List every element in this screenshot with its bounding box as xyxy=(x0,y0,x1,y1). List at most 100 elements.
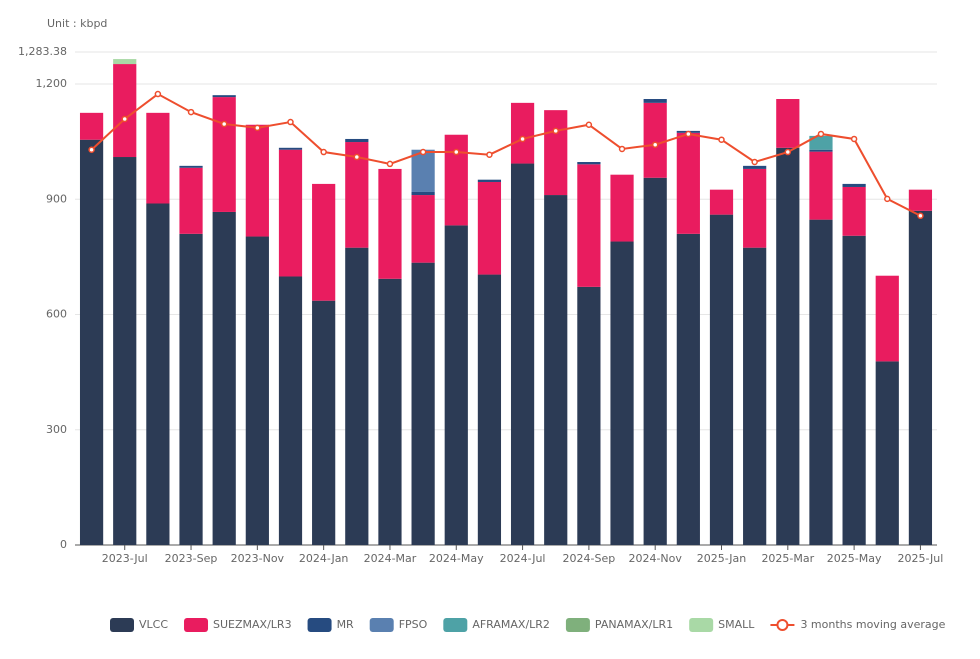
bar-segment xyxy=(444,225,468,545)
line-point xyxy=(784,148,792,156)
legend-swatch xyxy=(776,619,789,631)
legend-swatch xyxy=(110,618,134,632)
bar-segment xyxy=(610,174,634,242)
line-point xyxy=(585,121,593,128)
line-point xyxy=(386,160,394,168)
bar-segment xyxy=(743,247,767,545)
bar-segment xyxy=(676,132,700,234)
line-point xyxy=(254,124,261,132)
bar-segment xyxy=(809,135,833,150)
bar-segment xyxy=(278,276,303,545)
y-tick-label: 300 xyxy=(46,423,67,436)
bar-segment xyxy=(510,163,535,545)
line-point xyxy=(154,90,162,98)
bar-segment xyxy=(709,214,734,545)
bar-segment xyxy=(312,183,336,301)
bar-segment xyxy=(809,219,833,545)
x-tick-label: 2023-Sep xyxy=(165,552,218,565)
bar-segment xyxy=(577,164,601,287)
bar-segment xyxy=(477,274,502,545)
bar-segment xyxy=(842,235,866,545)
line-point xyxy=(220,120,228,128)
legend-label: SUEZMAX/LR3 xyxy=(213,618,292,631)
x-tick-label: 2025-Mar xyxy=(761,552,814,565)
legend-label: AFRAMAX/LR2 xyxy=(472,618,550,631)
bar-segment xyxy=(79,112,104,140)
y-tick-label: 1,200 xyxy=(36,77,68,90)
x-tick-label: 2023-Nov xyxy=(231,552,285,565)
bar-segment xyxy=(544,110,568,196)
line-point xyxy=(651,141,659,148)
bar-segment xyxy=(842,186,866,236)
bar-segment xyxy=(875,361,899,545)
bar-segment xyxy=(411,262,435,545)
legend-label: MR xyxy=(337,618,354,631)
line-point xyxy=(88,146,95,153)
legend-swatch xyxy=(689,618,714,632)
x-tick-label: 2024-Jan xyxy=(299,552,349,565)
line-point xyxy=(685,130,692,138)
bar-segment xyxy=(378,168,402,279)
x-tick-label: 2024-Jul xyxy=(500,552,546,565)
line-point xyxy=(320,148,327,156)
line-point xyxy=(718,136,725,143)
bar-segment xyxy=(643,99,667,103)
bar-segment xyxy=(146,112,170,204)
bar-segment xyxy=(743,168,767,248)
bar-segment xyxy=(776,147,800,545)
legend-label: PANAMAX/LR1 xyxy=(595,618,673,631)
line-point xyxy=(552,127,559,135)
bar-segment xyxy=(842,183,866,187)
legend-label: FPSO xyxy=(399,618,428,631)
bar-segment xyxy=(245,236,269,546)
bar-segment xyxy=(709,189,734,215)
bar-segment xyxy=(776,99,800,148)
x-tick-label: 2024-Sep xyxy=(563,552,616,565)
line-point xyxy=(884,195,891,203)
legend-label: SMALL xyxy=(718,618,755,631)
bar-segment xyxy=(510,102,535,164)
line-point xyxy=(751,158,758,166)
line-point xyxy=(850,135,858,143)
line-point xyxy=(353,153,361,161)
bar-segment xyxy=(345,142,369,248)
y-tick-label: 900 xyxy=(46,192,67,205)
line-point xyxy=(419,148,427,156)
x-tick-label: 2024-Nov xyxy=(628,552,682,565)
bar-segment xyxy=(809,149,833,152)
legend-swatch xyxy=(565,618,590,632)
y-tick-label: 0 xyxy=(60,538,67,551)
bar-segment xyxy=(743,165,767,169)
line-point xyxy=(618,145,626,153)
y-tick-label: 1,283.38 xyxy=(18,45,67,58)
bar-segment xyxy=(312,300,336,545)
bar-segment xyxy=(278,147,303,150)
bar-segment xyxy=(378,278,402,545)
legend-label: 3 months moving average xyxy=(800,618,945,631)
bar-segment xyxy=(411,195,435,263)
bar-segment xyxy=(411,149,435,192)
bar-segment xyxy=(477,181,502,275)
line-point xyxy=(121,115,128,123)
bar-segment xyxy=(577,162,601,165)
line-point xyxy=(817,130,825,138)
legend-swatch xyxy=(184,618,209,632)
line-point xyxy=(519,135,526,143)
x-tick-label: 2025-May xyxy=(827,552,882,565)
moving-average-line xyxy=(90,92,921,217)
bar-segment xyxy=(146,203,170,546)
line-point xyxy=(187,108,195,116)
bar-segment xyxy=(113,157,137,545)
x-tick-label: 2023-Jul xyxy=(102,552,148,565)
bar-segment xyxy=(643,177,667,545)
bar-segment xyxy=(908,189,933,211)
line-point xyxy=(917,212,924,220)
bar-segment xyxy=(809,151,833,220)
bar-segment xyxy=(875,275,899,362)
bar-segment xyxy=(676,233,700,545)
line-point xyxy=(453,148,460,156)
x-tick-label: 2024-Mar xyxy=(364,552,417,565)
bar-segment xyxy=(113,59,137,65)
bar-segment xyxy=(113,64,137,158)
